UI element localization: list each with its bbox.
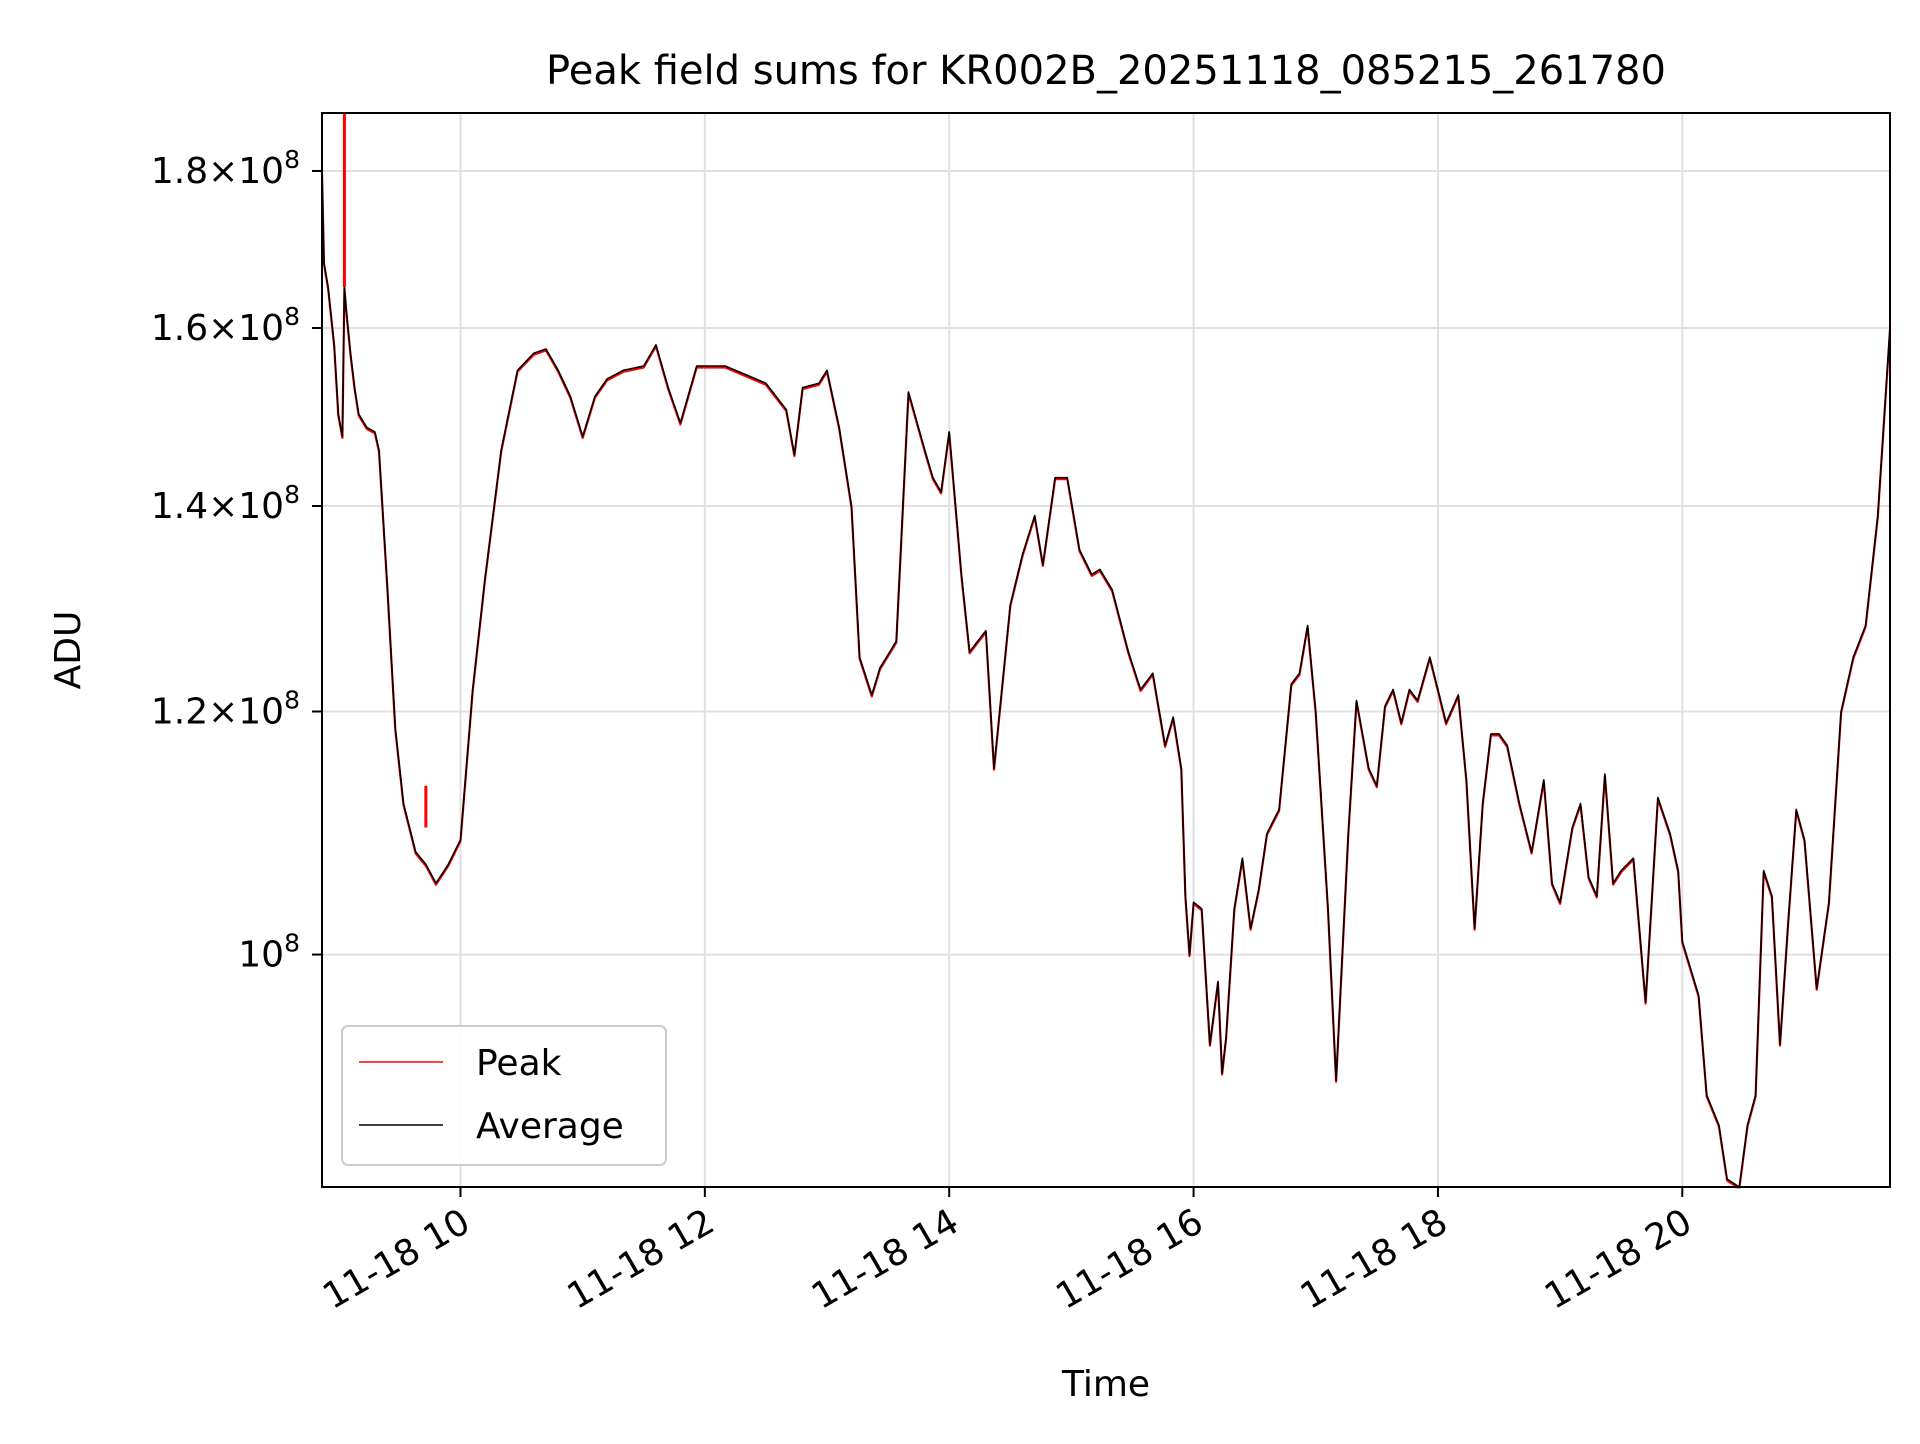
chart-title: Peak field sums for KR002B_20251118_0852… (546, 48, 1666, 94)
series-line-average (322, 170, 1890, 1187)
y-axis-ticks: 108 1.2×108 1.4×108 1.6×108 1.8×108 (151, 145, 322, 976)
x-axis-label: Time (1061, 1364, 1150, 1405)
y-axis-label: ADU (48, 611, 89, 690)
grid-lines (322, 113, 1890, 1187)
legend-average-label: Average (476, 1106, 624, 1147)
y-tick-label: 108 (238, 929, 300, 976)
legend: Peak Average (341, 1025, 667, 1166)
legend-peak-label: Peak (476, 1043, 562, 1084)
y-tick-label: 1.2×108 (151, 686, 300, 733)
legend-box (341, 1025, 667, 1166)
y-tick-label: 1.8×108 (151, 145, 300, 192)
y-tick-label: 1.6×108 (151, 302, 300, 349)
series-lines (322, 113, 1890, 1189)
plot-area-frame (321, 112, 1891, 1188)
y-tick-label: 1.4×108 (151, 480, 300, 527)
